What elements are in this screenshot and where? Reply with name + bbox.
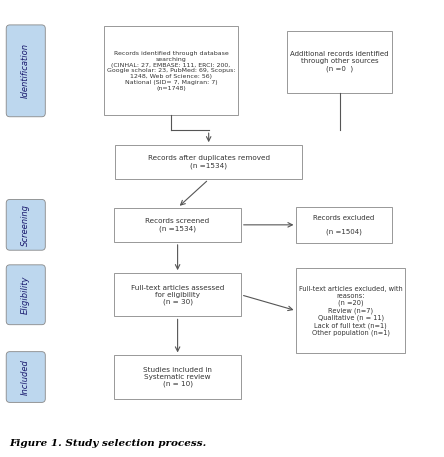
Text: Studies included in
Systematic review
(n = 10): Studies included in Systematic review (n… bbox=[143, 367, 212, 387]
Text: Records after duplicates removed
(n =1534): Records after duplicates removed (n =153… bbox=[147, 155, 270, 169]
FancyBboxPatch shape bbox=[115, 207, 241, 242]
Text: Eligibility: Eligibility bbox=[21, 276, 30, 314]
FancyBboxPatch shape bbox=[296, 269, 405, 353]
FancyBboxPatch shape bbox=[104, 27, 238, 116]
Text: Included: Included bbox=[21, 359, 30, 395]
Text: Full-text articles assessed
for eligibility
(n = 30): Full-text articles assessed for eligibil… bbox=[131, 285, 224, 305]
FancyBboxPatch shape bbox=[115, 145, 302, 180]
FancyBboxPatch shape bbox=[287, 31, 392, 93]
FancyBboxPatch shape bbox=[6, 265, 45, 324]
Text: Identification: Identification bbox=[21, 43, 30, 98]
Text: Records screened
(n =1534): Records screened (n =1534) bbox=[146, 218, 210, 232]
FancyBboxPatch shape bbox=[6, 199, 45, 250]
Text: Additional records identified
through other sources
(n =0  ): Additional records identified through ot… bbox=[290, 52, 389, 72]
FancyBboxPatch shape bbox=[296, 207, 392, 243]
Text: Figure 1. Study selection process.: Figure 1. Study selection process. bbox=[9, 439, 206, 448]
FancyBboxPatch shape bbox=[115, 356, 241, 399]
FancyBboxPatch shape bbox=[6, 352, 45, 403]
Text: Full-text articles excluded, with
reasons:
(n =20)
Review (n=7)
Qualitative (n =: Full-text articles excluded, with reason… bbox=[299, 286, 403, 336]
Text: Records excluded

(n =1504): Records excluded (n =1504) bbox=[313, 215, 375, 235]
Text: Records identified through database
searching
(CINHAL: 27, EMBASE: 111, ERCI: 20: Records identified through database sear… bbox=[107, 51, 235, 91]
FancyBboxPatch shape bbox=[115, 273, 241, 316]
Text: Screening: Screening bbox=[21, 204, 30, 246]
FancyBboxPatch shape bbox=[6, 25, 45, 117]
